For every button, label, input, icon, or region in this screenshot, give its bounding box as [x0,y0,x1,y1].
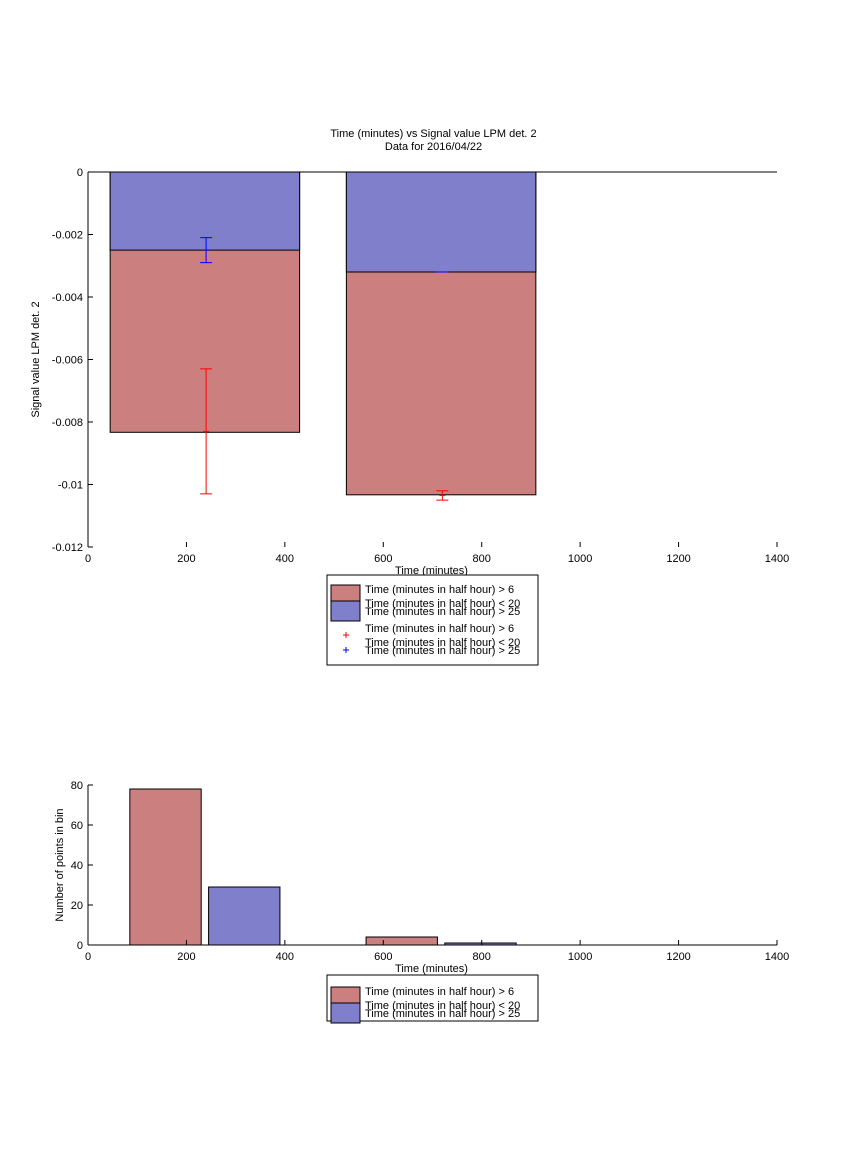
legend-marker [343,632,349,638]
x-tick-label: 600 [374,951,392,963]
x-axis-label: Time (minutes) [395,565,468,577]
x-tick-label: 800 [473,951,491,963]
bar-series2-1 [109,171,301,251]
y-tick-label: 40 [71,860,83,872]
x-tick-label: 1400 [765,951,789,963]
legend-label: Time (minutes in half hour) > 6 [365,623,514,635]
y-axis-label: Signal value LPM det. 2 [30,301,42,417]
legend-entry: Time (minutes in half hour) > 25 [343,645,520,657]
x-tick-label: 1200 [666,553,690,565]
legend-label: Time (minutes in half hour) > 25 [365,606,520,618]
legend-box [326,574,539,666]
bar-series2-1 [208,886,281,946]
y-axis-label: Number of points in bin [54,808,66,921]
legend-label: Time (minutes in half hour) > 25 [365,1008,520,1020]
legend-entry: Time (minutes in half hour) > 6 Time (min… [330,584,520,610]
legend-entry: Time (minutes in half hour) > 6 Time (min… [343,623,520,649]
x-tick-label: 400 [276,951,294,963]
legend-label: Time (minutes in half hour) > 25 [365,645,520,657]
y-tick-label: 80 [71,780,83,792]
x-tick-label: 1000 [568,951,592,963]
bar-series1-1 [129,788,202,946]
y-tick-label: -0.004 [52,292,83,304]
legend-swatch [330,1002,361,1024]
legend-label: Time (minutes in half hour) > 6 [365,986,514,998]
y-tick-label: -0.01 [58,480,83,492]
legend-label: Time (minutes in half hour) < 20 [365,637,520,649]
y-tick-label: 60 [71,820,83,832]
bar-series1-2 [365,936,438,946]
chart-title: Time (minutes) vs Signal value LPM det. … [330,128,536,140]
y-tick-label: 0 [77,940,83,952]
errorbar-series1-1 [200,368,213,495]
chart-1: Time (minutes) vs Signal value LPM det. … [30,128,789,666]
errorbar-series2-1 [200,237,213,264]
legend-label: Time (minutes in half hour) > 6 [365,584,514,596]
x-axis-label: Time (minutes) [395,963,468,975]
legend-box [326,974,539,1022]
x-tick-label: 200 [177,951,195,963]
legend-label: Time (minutes in half hour) < 20 [365,1000,520,1012]
y-tick-label: 0 [77,167,83,179]
chart-subtitle: Data for 2016/04/22 [385,141,482,153]
y-tick-label: -0.006 [52,355,83,367]
legend-marker [343,647,349,653]
x-tick-label: 200 [177,553,195,565]
x-tick-label: 800 [473,553,491,565]
x-tick-label: 1000 [568,553,592,565]
y-tick-label: 20 [71,900,83,912]
legend-label: Time (minutes in half hour) < 20 [365,598,520,610]
errorbar-series1-2 [436,490,449,501]
legend-swatch [330,600,361,622]
x-tick-label: 0 [85,951,91,963]
legend-entry: Time (minutes in half hour) > 25 [330,1002,520,1024]
bar-series2-2 [345,171,537,273]
y-tick-label: -0.008 [52,417,83,429]
y-tick-label: -0.012 [52,542,83,554]
x-tick-label: 1200 [666,951,690,963]
x-tick-label: 400 [276,553,294,565]
x-tick-label: 0 [85,553,91,565]
legend: Time (minutes in half hour) > 6 Time (min… [326,974,539,1024]
legend: Time (minutes in half hour) > 6 Time (min… [326,574,539,666]
legend-entry: Time (minutes in half hour) > 25 [330,600,520,622]
x-tick-label: 1400 [765,553,789,565]
chart-2: 0 200 400 600 800 1000 1200 1400 0 20 40 60 80 Time (… [54,780,789,1024]
y-tick-label: -0.002 [52,230,83,242]
x-tick-label: 600 [374,553,392,565]
